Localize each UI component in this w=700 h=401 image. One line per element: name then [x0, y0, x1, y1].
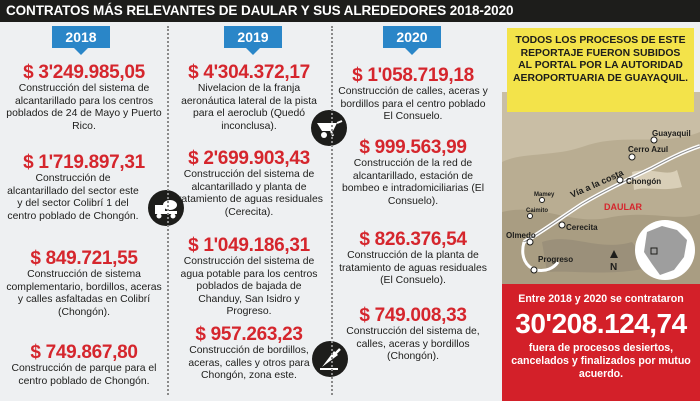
- svg-text:N: N: [610, 262, 617, 273]
- contract-amount: $ 2'699.903,43: [188, 148, 310, 169]
- year-badge: 2018: [52, 26, 110, 55]
- contract-item: $ 957.263,23 Construcción de bordillos, …: [169, 324, 329, 383]
- contract-amount: $ 957.263,23: [195, 324, 303, 345]
- column-2020: 2020 $ 1'058.719,18 Construcción de call…: [330, 22, 496, 401]
- map-label-progreso: Progreso: [538, 255, 573, 264]
- contract-item: $ 1'058.719,18 Construcción de calles, a…: [330, 65, 496, 124]
- contract-item: $ 849.721,55 Construcción de sistema com…: [0, 248, 168, 319]
- contract-item: $ 1'719.897,31 Construcción de alcantari…: [0, 152, 168, 223]
- contract-desc: Construcción de alcantarillado del secto…: [7, 173, 139, 222]
- contract-item: $ 1'049.186,31 Construcción del sistema …: [169, 235, 329, 319]
- year-badge: 2019: [224, 26, 282, 55]
- map: Guayaquil Cerro Azul Chongón Vía a la co…: [502, 92, 700, 302]
- column-divider: [167, 26, 169, 395]
- map-label-chongon: Chongón: [626, 177, 661, 186]
- map-label-mamey: Mamey: [534, 192, 555, 198]
- contract-desc: Construcción del sistema de alcantarilla…: [175, 169, 323, 218]
- contract-amount: $ 749.867,80: [30, 342, 138, 363]
- contract-item: $ 2'699.903,43 Construcción del sistema …: [169, 148, 329, 219]
- summary-top: Entre 2018 y 2020 se contrataron: [518, 293, 684, 305]
- contract-item: $ 4'304.372,17 Nivelacion de la franja a…: [169, 62, 329, 133]
- contract-item: $ 999.563,99 Construcción de la red de a…: [330, 137, 496, 208]
- contract-amount: $ 1'058.719,18: [352, 65, 474, 86]
- contract-amount: $ 4'304.372,17: [188, 62, 310, 83]
- contract-amount: $ 999.563,99: [359, 137, 467, 158]
- contract-desc: Construcción del sistema de alcantarilla…: [6, 83, 162, 132]
- contract-desc: Construcción del sistema de, calles, ace…: [346, 326, 480, 363]
- contract-desc: Construcción de la red de alcantarillado…: [341, 158, 485, 207]
- map-label-daular: DAULAR: [604, 202, 642, 212]
- contract-item: $ 3'249.985,05 Construcción del sistema …: [0, 62, 168, 133]
- contract-amount: $ 826.376,54: [359, 229, 467, 250]
- year-badge: 2020: [383, 26, 441, 55]
- contract-item: $ 826.376,54 Construcción de la planta d…: [330, 229, 496, 288]
- map-label-guayaquil: Guayaquil: [652, 129, 691, 138]
- map-label-caimito: Caimito: [526, 208, 548, 214]
- map-label-cerecita: Cerecita: [566, 223, 598, 232]
- contract-amount: $ 749.008,33: [359, 305, 467, 326]
- contract-desc: Construcción de bordillos, aceras, calle…: [188, 345, 310, 382]
- column-divider: [331, 26, 333, 395]
- trowel-icon: [312, 341, 348, 377]
- contract-desc: Construcción de calles, aceras y bordill…: [338, 86, 488, 123]
- map-label-olmedo: Olmedo: [506, 231, 536, 240]
- contract-desc: Construcción de parque para el centro po…: [11, 363, 157, 387]
- map-label-cerro-azul: Cerro Azul: [628, 145, 668, 154]
- contract-desc: Construcción de la planta de tratamiento…: [339, 250, 487, 287]
- contract-amount: $ 849.721,55: [30, 248, 138, 269]
- north-arrow-icon: N: [610, 250, 618, 273]
- summary-bottom: fuera de procesos desiertos, cancelados …: [511, 342, 691, 380]
- contract-item: $ 749.867,80 Construcción de parque para…: [0, 342, 168, 388]
- contract-desc: Construcción de sistema complementario, …: [6, 269, 162, 318]
- side-panel: Guayaquil Cerro Azul Chongón Vía a la co…: [499, 22, 700, 401]
- page-title: CONTRATOS MÁS RELEVANTES DE DAULAR Y SUS…: [0, 0, 700, 22]
- summary-box: Entre 2018 y 2020 se contrataron 30'208.…: [502, 284, 700, 401]
- contract-desc: Construcción del sistema de agua potable…: [180, 256, 318, 318]
- cement-mixer-icon: [148, 190, 184, 226]
- contract-amount: $ 1'719.897,31: [23, 152, 145, 173]
- column-2018: 2018 $ 3'249.985,05 Construcción del sis…: [0, 22, 184, 401]
- column-2019: 2019 $ 4'304.372,17 Nivelacion de la fra…: [169, 22, 348, 401]
- contract-desc: Nivelacion de la franja aeronáutica late…: [181, 83, 317, 132]
- contract-item: $ 749.008,33 Construcción del sistema de…: [330, 305, 496, 364]
- contract-amount: $ 1'049.186,31: [188, 235, 310, 256]
- ecuador-inset-map: [635, 220, 695, 280]
- summary-total: 30'208.124,74: [515, 308, 687, 339]
- source-note: TODOS LOS PROCESOS DE ESTE REPORTAJE FUE…: [507, 28, 694, 112]
- contract-amount: $ 3'249.985,05: [23, 62, 145, 83]
